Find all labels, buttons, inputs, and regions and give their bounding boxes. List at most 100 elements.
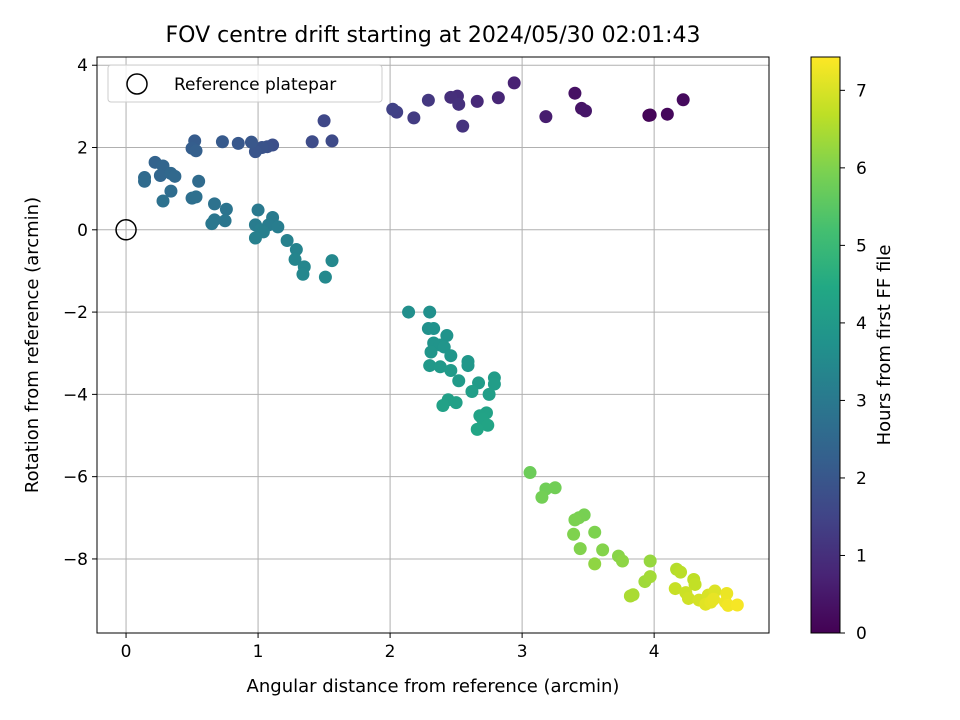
data-point xyxy=(465,384,479,398)
data-point xyxy=(452,97,466,111)
data-point xyxy=(440,329,454,343)
data-point xyxy=(578,104,592,118)
colorbar-gradient xyxy=(810,56,841,634)
x-tick-label: 3 xyxy=(517,642,528,662)
data-point xyxy=(674,565,688,579)
data-point xyxy=(707,592,721,606)
data-point xyxy=(730,598,744,612)
legend-open-circle-icon xyxy=(126,73,148,95)
data-point xyxy=(407,111,421,125)
data-point xyxy=(244,135,258,149)
data-point xyxy=(248,231,262,245)
data-point xyxy=(305,135,319,149)
data-point xyxy=(573,542,587,556)
data-point xyxy=(189,190,203,204)
x-axis-title: Angular distance from reference (arcmin) xyxy=(247,676,620,697)
data-point xyxy=(539,110,553,124)
data-point xyxy=(271,220,285,234)
x-tick-label: 1 xyxy=(253,642,264,662)
data-point xyxy=(317,114,331,128)
data-point xyxy=(192,174,206,188)
y-tick-label: 2 xyxy=(77,139,88,159)
y-tick-label: 0 xyxy=(77,221,88,241)
data-point xyxy=(660,107,674,121)
legend-label: Reference platepar xyxy=(174,75,336,95)
data-point xyxy=(433,360,447,374)
data-point xyxy=(668,582,682,596)
data-point xyxy=(615,554,629,568)
data-point xyxy=(456,119,470,133)
data-point xyxy=(523,466,537,480)
data-point xyxy=(164,184,178,198)
x-tick-label: 4 xyxy=(649,642,660,662)
data-point xyxy=(423,305,437,319)
data-point xyxy=(444,349,458,363)
data-point xyxy=(461,359,475,373)
legend-box xyxy=(107,64,383,103)
data-point xyxy=(482,387,496,401)
y-tick-label: 4 xyxy=(77,56,88,76)
x-tick-label: 0 xyxy=(121,642,132,662)
data-point xyxy=(535,490,549,504)
data-point xyxy=(289,243,303,257)
data-point xyxy=(421,93,435,107)
legend: Reference platepar xyxy=(107,64,383,103)
data-point xyxy=(481,418,495,432)
colorbar-tick-label: 5 xyxy=(856,236,867,256)
data-point xyxy=(231,136,245,150)
data-point xyxy=(325,254,339,268)
data-point xyxy=(643,554,657,568)
y-tick-label: −2 xyxy=(63,303,88,323)
data-point xyxy=(567,527,581,541)
data-point xyxy=(681,591,695,605)
y-tick-label: −8 xyxy=(63,550,88,570)
colorbar-tick-label: 1 xyxy=(856,546,867,566)
data-point xyxy=(168,169,182,183)
data-point xyxy=(449,396,463,410)
data-point xyxy=(325,134,339,148)
data-point xyxy=(427,322,441,336)
colorbar-ticks: 0 1 2 3 4 5 6 7 xyxy=(840,81,867,644)
data-point xyxy=(470,422,484,436)
data-point xyxy=(588,525,602,539)
data-point xyxy=(423,359,437,373)
y-axis-title: Rotation from reference (arcmin) xyxy=(22,197,43,493)
data-point xyxy=(251,203,265,217)
y-tick-label: −4 xyxy=(63,385,88,405)
data-point xyxy=(491,91,505,105)
data-point xyxy=(643,570,657,584)
data-point xyxy=(156,194,170,208)
data-point xyxy=(138,174,152,188)
colorbar-tick-label: 3 xyxy=(856,391,867,411)
chart-title: FOV centre drift starting at 2024/05/30 … xyxy=(166,23,701,48)
reference-platepar-marker xyxy=(115,219,137,241)
colorbar-tick-label: 4 xyxy=(856,314,867,334)
data-point xyxy=(386,102,400,116)
data-point xyxy=(424,345,438,359)
data-point xyxy=(402,305,416,319)
data-point xyxy=(487,377,501,391)
data-point xyxy=(215,135,229,149)
data-point xyxy=(623,589,637,603)
x-axis-ticks: 0 1 2 3 4 xyxy=(121,633,660,662)
data-point xyxy=(470,94,484,108)
data-point xyxy=(189,144,203,158)
data-point xyxy=(721,598,735,612)
data-point xyxy=(219,202,233,216)
reference-marker-layer xyxy=(115,219,137,241)
data-point xyxy=(507,76,521,90)
colorbar-tick-label: 0 xyxy=(856,624,867,644)
data-point xyxy=(452,374,466,388)
data-point xyxy=(296,267,310,281)
data-point xyxy=(548,481,562,495)
plot-area-frame xyxy=(96,56,770,634)
data-point xyxy=(688,577,702,591)
data-point xyxy=(205,217,219,231)
data-point xyxy=(280,233,294,247)
data-point xyxy=(153,168,167,182)
y-axis-ticks: 4 2 0 −2 −4 −6 −8 xyxy=(63,56,97,570)
data-point xyxy=(436,398,450,412)
colorbar: 0 1 2 3 4 5 6 7 Hours from first FF file xyxy=(810,56,895,644)
data-point xyxy=(444,364,458,378)
